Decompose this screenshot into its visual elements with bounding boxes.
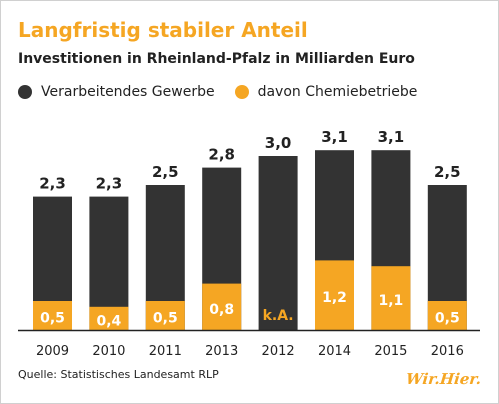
- legend-label-gewerbe: Verarbeitendes Gewerbe: [41, 84, 215, 100]
- chart-subtitle: Investitionen in Rheinland-Pfalz in Mill…: [18, 51, 415, 67]
- bar-total-2012: [258, 156, 298, 330]
- bar-chemie-label-2013: 0,8: [209, 302, 234, 318]
- bar-total-label-2015: 3,1: [378, 128, 405, 146]
- legend: Verarbeitendes Gewerbe davon Chemiebetri…: [18, 80, 437, 104]
- source-note: Quelle: Statistisches Landesamt RLP: [18, 368, 219, 381]
- x-tick-label-2009: 2009: [36, 344, 69, 359]
- bar-chemie-2015: [371, 266, 411, 330]
- bar-chemie-2010: [89, 306, 129, 330]
- x-tick-label-2011: 2011: [149, 344, 182, 359]
- chart-title: Langfristig stabiler Anteil: [18, 18, 308, 42]
- legend-label-chemie: davon Chemiebetriebe: [257, 84, 418, 100]
- bar-chemie-2009: [33, 301, 72, 330]
- bar-chemie-label-2012: k.A.: [263, 308, 294, 324]
- bar-chemie-2016: [427, 301, 467, 330]
- bar-total-label-2016: 2,5: [434, 163, 461, 181]
- bar-chemie-label-2010: 0,4: [96, 313, 121, 329]
- legend-item-chemie: davon Chemiebetriebe: [234, 84, 418, 100]
- wir-hier-logo: Wir.Hier.: [404, 370, 482, 388]
- bar-chemie-2014: [315, 260, 354, 330]
- legend-swatch-chemie: [234, 85, 249, 99]
- bar-total-label-2014: 3,1: [321, 128, 348, 146]
- bar-chemie-label-2015: 1,1: [378, 293, 403, 309]
- x-tick-label-2016: 2016: [431, 344, 464, 359]
- x-tick-label-2015: 2015: [374, 344, 407, 359]
- x-tick-label-2013: 2013: [205, 344, 238, 359]
- x-tick-label-2014: 2014: [318, 344, 351, 359]
- x-tick-label-2010: 2010: [92, 344, 125, 359]
- x-tick-label-2012: 2012: [262, 344, 295, 359]
- bar-chemie-2011: [145, 301, 185, 330]
- legend-swatch-gewerbe: [18, 85, 32, 99]
- legend-item-gewerbe: Verarbeitendes Gewerbe: [18, 84, 215, 100]
- bar-chemie-2013: [202, 283, 242, 330]
- bar-total-label-2012: 3,0: [265, 134, 292, 152]
- bar-chemie-label-2011: 0,5: [153, 311, 178, 327]
- bar-total-label-2013: 2,8: [208, 146, 235, 164]
- bar-total-label-2011: 2,5: [152, 163, 179, 181]
- bar-chemie-label-2016: 0,5: [435, 311, 460, 327]
- bar-chemie-label-2014: 1,2: [322, 290, 347, 306]
- bar-total-label-2010: 2,3: [96, 175, 123, 193]
- bar-total-label-2009: 2,3: [39, 175, 66, 193]
- bar-chemie-label-2009: 0,5: [40, 311, 65, 327]
